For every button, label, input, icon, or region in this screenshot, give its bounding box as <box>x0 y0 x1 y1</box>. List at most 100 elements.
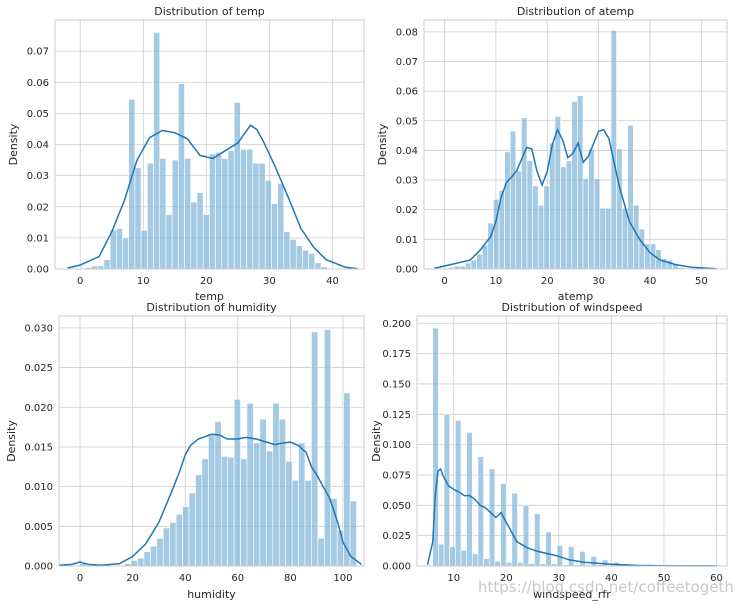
histogram-bar <box>627 124 634 270</box>
histogram-bar <box>156 537 164 567</box>
kde-line <box>434 127 717 270</box>
histogram-bar <box>593 178 601 270</box>
histogram-bar <box>504 151 511 270</box>
histogram-bar <box>505 562 513 567</box>
x-tick-label: 40 <box>179 573 192 584</box>
y-tick-label: 0.150 <box>382 379 411 390</box>
x-tick-label: 40 <box>644 276 657 287</box>
histogram-bar <box>182 506 190 567</box>
watermark-text: https://blog.csdn.net/coffeetogether <box>478 578 735 596</box>
y-tick-label: 0.000 <box>382 562 411 573</box>
histogram-bar <box>171 159 179 270</box>
x-tick-label: 20 <box>126 573 139 584</box>
histogram-bar <box>588 148 595 270</box>
histogram-bar <box>323 329 332 567</box>
plot-frame <box>423 19 728 270</box>
y-tick-label: 0.03 <box>27 171 49 182</box>
histogram-bar <box>208 434 216 567</box>
histogram-bar <box>227 150 235 270</box>
histogram-bar <box>666 259 673 270</box>
y-tick-label: 0.03 <box>396 176 418 187</box>
histogram-bar <box>590 555 597 567</box>
histogram-bar <box>515 170 522 270</box>
histogram-bar <box>554 116 561 270</box>
y-tick-label: 0.100 <box>382 440 411 451</box>
histogram-bar <box>233 399 241 567</box>
y-tick-label: 0.030 <box>24 323 53 334</box>
histogram-bar <box>264 179 272 270</box>
histogram-bar <box>560 166 567 270</box>
histogram-bar <box>481 244 489 270</box>
histogram-bar <box>266 450 274 567</box>
histogram-bar <box>488 468 496 567</box>
histogram-bar <box>220 456 228 567</box>
histogram-bar <box>137 557 145 567</box>
histogram-bar <box>184 158 192 270</box>
y-tick-label: 0.000 <box>24 562 53 573</box>
histogram-bar <box>283 231 291 270</box>
histogram-bar <box>532 185 539 270</box>
y-tick-label: 0.010 <box>24 482 53 493</box>
y-tick-label: 0.06 <box>396 87 418 98</box>
histogram-bar <box>253 442 261 567</box>
histogram-bar <box>143 551 151 567</box>
subplot-4: 0.000 0.025 0.050 0.075 0.100 0.125 0.150 0.175… <box>370 301 728 601</box>
histogram-bar <box>215 151 223 270</box>
histogram-bar <box>277 183 285 270</box>
histogram-bar <box>443 414 451 567</box>
histogram-bar <box>258 162 266 270</box>
y-axis-label: Density <box>376 123 389 165</box>
histogram-bar <box>159 158 167 270</box>
x-tick-label: 10 <box>490 276 503 287</box>
x-axis-label: atemp <box>558 290 594 303</box>
histogram-bar <box>621 207 629 270</box>
x-tick-label: 10 <box>137 276 150 287</box>
y-tick-label: 0.07 <box>27 47 49 58</box>
histogram-bar <box>438 543 445 567</box>
y-tick-label: 0.04 <box>396 146 418 157</box>
x-tick-label: 0 <box>77 573 83 584</box>
histogram-bar <box>521 117 528 270</box>
histogram-bar <box>246 148 254 270</box>
histogram-bar <box>278 418 286 567</box>
x-tick-label: 100 <box>333 573 352 584</box>
histogram-bar <box>517 562 524 567</box>
histogram-bar <box>511 492 518 567</box>
histogram-bar <box>109 229 117 270</box>
y-tick-label: 0.125 <box>382 410 411 421</box>
x-tick-label: 30 <box>552 573 565 584</box>
y-tick-label: 0.020 <box>24 403 53 414</box>
histogram-bar <box>165 214 173 270</box>
x-tick-label: 60 <box>710 573 723 584</box>
histogram-bar <box>336 529 344 567</box>
histogram-bar <box>103 259 111 270</box>
histogram-bar <box>190 201 198 270</box>
kde-line <box>58 433 362 566</box>
histogram-bar <box>466 432 473 567</box>
y-tick-label: 0.01 <box>27 233 49 244</box>
histogram-bar <box>577 95 584 270</box>
histogram-bar <box>289 239 297 270</box>
histogram-bar <box>304 479 312 567</box>
x-axis-label: windspeed_rfr <box>533 588 611 601</box>
chart-title: Distribution of temp <box>154 5 265 18</box>
histogram-bar <box>134 167 142 270</box>
subplot-2: 0.00 0.01 0.02 0.03 0.04 0.05 0.06 0.07 0.08 0 10 2… <box>376 5 728 303</box>
x-tick-label: 10 <box>447 573 460 584</box>
y-tick-label: 0.07 <box>396 57 418 68</box>
y-tick-label: 0.015 <box>24 442 53 453</box>
y-tick-label: 0.200 <box>382 319 411 330</box>
histogram-bar <box>476 253 483 270</box>
histogram-bar <box>188 492 196 567</box>
histogram-bar <box>308 253 316 270</box>
histogram-bar <box>605 207 612 270</box>
histogram-bar <box>565 160 573 270</box>
histogram-bar <box>252 162 260 270</box>
histogram-bar <box>195 474 203 567</box>
histogram-bar <box>153 32 161 270</box>
kde-line <box>67 124 358 270</box>
x-tick-label: 0 <box>441 276 447 287</box>
histogram-bar <box>295 245 303 270</box>
histogram-bar <box>494 560 501 567</box>
